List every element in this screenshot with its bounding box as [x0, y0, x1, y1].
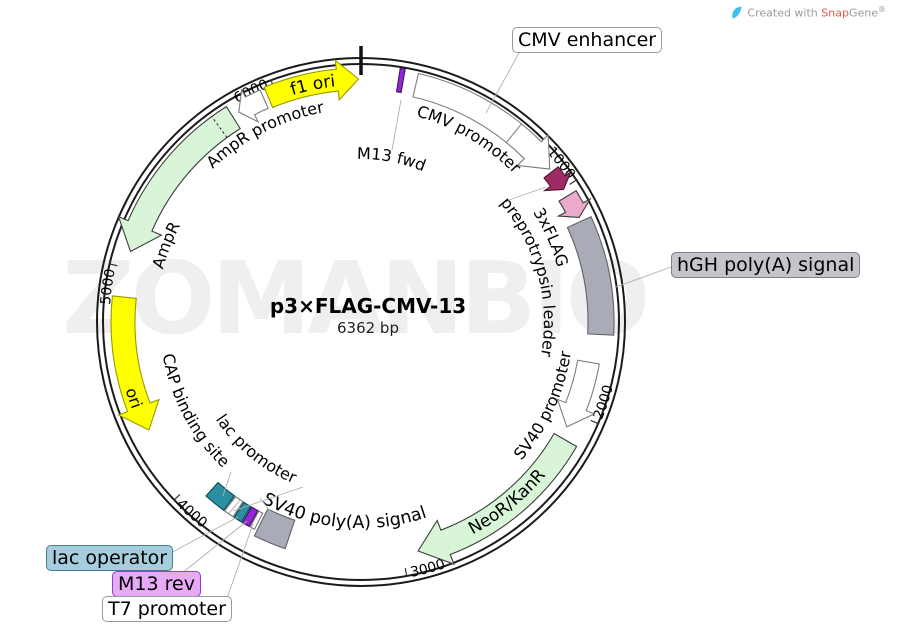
attribution-brand-snap: Snap	[821, 6, 849, 20]
tick-mark-2000	[590, 419, 599, 425]
feature-lac-promoter[interactable]	[223, 495, 244, 518]
attribution-text: Created with SnapGene®	[747, 5, 886, 20]
feature-3xflag-tag[interactable]	[556, 189, 592, 218]
label-cap-binding-site[interactable]: CAP binding site	[159, 352, 234, 471]
label-box-m13-rev-text: M13 rev	[118, 573, 195, 595]
tick-mark-4000	[173, 493, 181, 501]
tick-mark-1000	[569, 179, 577, 185]
feature-cmv-enhancer-promoter[interactable]	[412, 72, 551, 170]
label-box-lac-operator[interactable]: lac operator	[46, 545, 174, 571]
label-box-hgh-polya-signal[interactable]: hGH poly(A) signal	[671, 252, 861, 278]
feature-f1-ori[interactable]	[263, 59, 360, 109]
feature-layer	[110, 59, 615, 566]
leader-line-hgh-polya	[615, 266, 672, 288]
leader-line-cmv-enhancer	[485, 52, 520, 114]
attribution-prefix: Created with	[747, 6, 822, 20]
feature-neor-kanr[interactable]	[417, 432, 578, 566]
leader-line-preprotrypsin	[508, 186, 547, 201]
feature-ampr-divider	[211, 116, 228, 138]
tick-mark-5000	[109, 263, 118, 267]
snapgene-attribution: Created with SnapGene®	[731, 5, 886, 20]
leader-line-m13-fwd	[391, 99, 402, 151]
leader-line-lac-operator	[162, 516, 239, 558]
feature-sv40-promoter[interactable]	[556, 359, 600, 428]
feature-sv40-polya-signal[interactable]	[253, 508, 296, 550]
feature-lac-operator[interactable]	[233, 501, 252, 523]
label-box-cmv-enhancer-text: CMV enhancer	[518, 29, 657, 51]
attribution-registered-mark: ®	[878, 5, 886, 14]
feature-hgh-polya-signal[interactable]	[566, 215, 615, 336]
feature-preprotrypsin-leader[interactable]	[542, 166, 573, 192]
label-box-t7-promoter[interactable]: T7 promoter	[102, 596, 232, 622]
label-box-m13-rev[interactable]: M13 rev	[112, 571, 201, 597]
attribution-brand-gene: Gene	[848, 6, 878, 20]
label-lac-promoter[interactable]: lac promoter	[212, 411, 300, 488]
feature-cmv-enhancer-promoter-divider	[505, 123, 522, 143]
label-neor-kanr[interactable]: NeoR/KanR	[465, 465, 550, 539]
feature-ori[interactable]	[110, 295, 160, 431]
feature-cap-binding-site[interactable]	[205, 481, 236, 512]
tick-mark-3000	[404, 567, 408, 577]
leader-line-group	[162, 52, 672, 608]
feature-ampr[interactable]	[117, 105, 241, 253]
feature-t7-promoter[interactable]	[249, 510, 264, 530]
label-box-hgh-polya-text: hGH poly(A) signal	[677, 254, 855, 276]
feature-ampr-promoter[interactable]	[238, 88, 269, 124]
plasmid-title-block: p3×FLAG-CMV-13 6362 bp	[270, 294, 466, 337]
leader-line-lac-promoter	[232, 486, 304, 512]
label-box-lac-operator-text: lac operator	[52, 547, 168, 569]
snapgene-leaf-icon	[732, 6, 742, 19]
label-box-cmv-enhancer[interactable]: CMV enhancer	[512, 27, 663, 53]
watermark: ZOMANBIO	[62, 240, 651, 357]
label-box-t7-promoter-text: T7 promoter	[108, 598, 226, 620]
feature-m13-fwd[interactable]	[395, 67, 406, 94]
leader-line-cap-binding-site	[222, 471, 232, 497]
plasmid-name: p3×FLAG-CMV-13	[269, 294, 467, 318]
plasmid-size: 6362 bp	[336, 319, 399, 337]
leader-line-t7-promoter	[223, 523, 254, 608]
